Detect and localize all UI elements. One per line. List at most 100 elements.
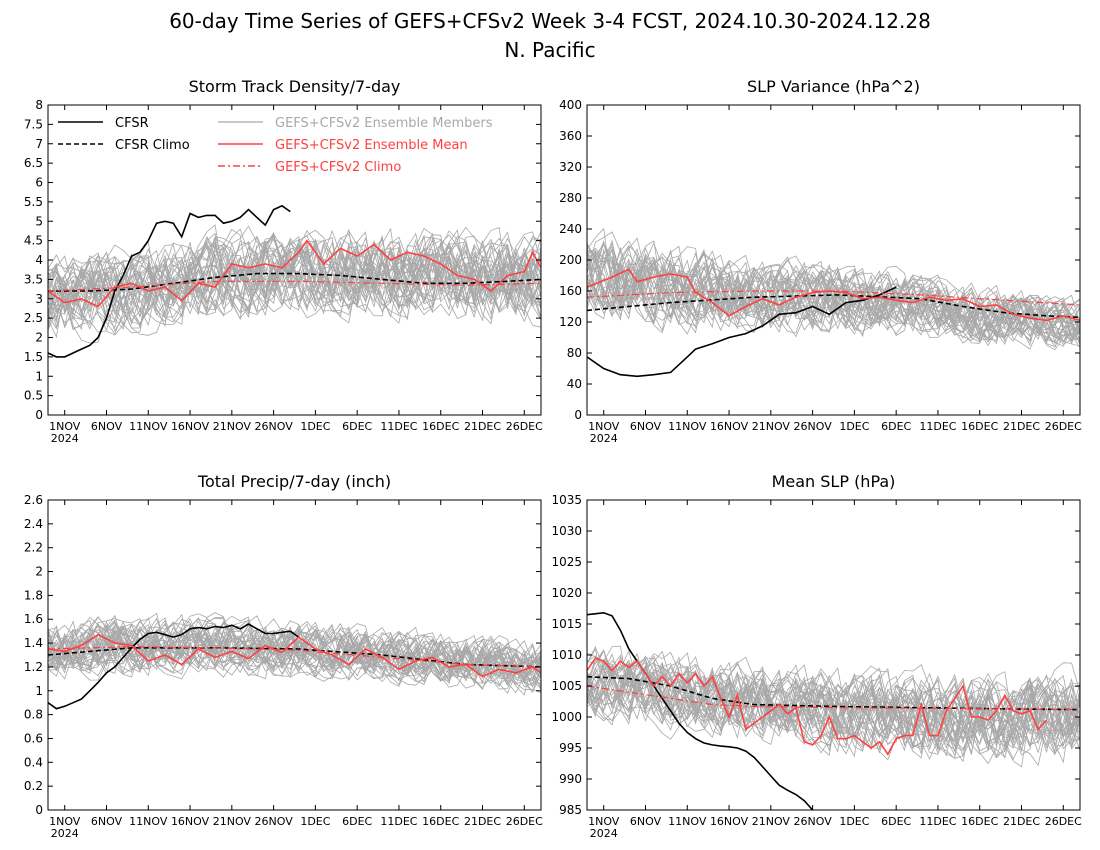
y-tick-label: 280 bbox=[559, 191, 582, 205]
x-tick-label: 26NOV bbox=[794, 420, 833, 433]
y-tick-label: 0.8 bbox=[24, 708, 43, 722]
x-tick-label: 1NOV bbox=[588, 815, 620, 828]
y-tick-label: 0.4 bbox=[24, 755, 43, 769]
x-tick-label: 11DEC bbox=[919, 420, 956, 433]
x-tick-label: 16DEC bbox=[422, 815, 459, 828]
ensemble-members bbox=[587, 227, 1080, 351]
chart-panel-2: SLP Variance (hPa^2) 0 40 80 120 160 200 240 280… bbox=[559, 77, 1082, 445]
member-line bbox=[587, 254, 1080, 348]
y-tick-label: 2 bbox=[35, 565, 43, 579]
y-tick-label: 1005 bbox=[551, 679, 582, 693]
member-line bbox=[48, 236, 541, 330]
member-line bbox=[587, 669, 1080, 753]
x-tick-label: 1DEC bbox=[300, 420, 330, 433]
member-line bbox=[587, 241, 1080, 345]
figure-subtitle: N. Pacific bbox=[504, 38, 595, 62]
x-tick-label: 16DEC bbox=[422, 420, 459, 433]
member-line bbox=[587, 255, 1080, 333]
member-line bbox=[48, 623, 541, 682]
series-line-gefs-cfsv2-climo bbox=[48, 280, 541, 292]
y-tick-label: 320 bbox=[559, 160, 582, 174]
x-tick-label: 6NOV bbox=[91, 815, 123, 828]
y-tick-label: 990 bbox=[559, 772, 582, 786]
x-tick-label: 21NOV bbox=[752, 815, 791, 828]
member-line bbox=[587, 243, 1080, 341]
y-tick-label: 7 bbox=[35, 137, 43, 151]
y-tick-label: 1 bbox=[35, 684, 43, 698]
member-line bbox=[587, 673, 1080, 765]
series-line-gefs-cfsv2-ensemble-mean bbox=[48, 239, 541, 308]
chart-legend: CFSR CFSR Climo GEFS+CFSv2 Ensemble Member… bbox=[58, 116, 493, 175]
x-tick-label: 21DEC bbox=[1003, 420, 1040, 433]
x-tick-label: 1NOV bbox=[49, 815, 81, 828]
x-year-label: 2024 bbox=[51, 432, 79, 445]
x-tick-label: 26NOV bbox=[255, 815, 294, 828]
y-tick-label: 0.5 bbox=[24, 389, 43, 403]
legend-label-members: GEFS+CFSv2 Ensemble Members bbox=[275, 116, 493, 131]
series-line-cfsr bbox=[587, 286, 897, 378]
member-line bbox=[48, 228, 541, 325]
y-tick-label: 1.8 bbox=[24, 588, 43, 602]
member-line bbox=[48, 617, 541, 683]
y-tick-label: 1020 bbox=[551, 586, 582, 600]
series-line-gefs-cfsv2-ensemble-mean bbox=[587, 657, 1048, 756]
y-tick-label: 1.6 bbox=[24, 612, 43, 626]
y-tick-label: 7.5 bbox=[24, 117, 43, 131]
member-line bbox=[587, 647, 1080, 741]
y-tick-label: 1025 bbox=[551, 555, 582, 569]
series-line-cfsr bbox=[48, 623, 300, 710]
y-tick-label: 120 bbox=[559, 315, 582, 329]
ensemble-members bbox=[48, 224, 541, 344]
x-year-label: 2024 bbox=[590, 432, 618, 445]
y-tick-label: 1.5 bbox=[24, 350, 43, 364]
y-tick-label: 995 bbox=[559, 741, 582, 755]
x-tick-label: 16DEC bbox=[961, 815, 998, 828]
chart-panel-4: Mean SLP (hPa) 985 990 995 1000 1005 1010 1015 1… bbox=[551, 472, 1082, 840]
plot-frame bbox=[586, 104, 1081, 416]
y-tick-label: 2 bbox=[35, 331, 43, 345]
x-tick-label: 21NOV bbox=[213, 420, 252, 433]
member-line bbox=[587, 666, 1080, 761]
x-tick-label: 6DEC bbox=[881, 815, 911, 828]
x-tick-label: 6DEC bbox=[342, 420, 372, 433]
member-line bbox=[48, 232, 541, 332]
x-tick-label: 11NOV bbox=[668, 815, 707, 828]
x-tick-label: 11DEC bbox=[380, 420, 417, 433]
x-tick-label: 26DEC bbox=[506, 420, 543, 433]
member-line bbox=[48, 612, 541, 677]
y-tick-label: 3 bbox=[35, 292, 43, 306]
ensemble-members bbox=[587, 645, 1080, 768]
legend-label-cfsr: CFSR bbox=[115, 116, 149, 131]
y-tick-label: 2.2 bbox=[24, 541, 43, 555]
x-tick-label: 16NOV bbox=[710, 815, 749, 828]
member-line bbox=[48, 228, 541, 330]
y-tick-label: 1000 bbox=[551, 710, 582, 724]
x-tick-label: 1DEC bbox=[300, 815, 330, 828]
y-tick-label: 1.4 bbox=[24, 636, 43, 650]
x-tick-label: 1DEC bbox=[839, 420, 869, 433]
member-line bbox=[48, 623, 541, 688]
y-tick-label: 985 bbox=[559, 803, 582, 817]
member-line bbox=[48, 236, 541, 325]
panel-title: SLP Variance (hPa^2) bbox=[747, 77, 920, 96]
member-line bbox=[587, 242, 1080, 348]
x-tick-label: 16DEC bbox=[961, 420, 998, 433]
legend-label-cfsr-climo: CFSR Climo bbox=[115, 138, 190, 153]
x-year-label: 2024 bbox=[590, 827, 618, 840]
x-tick-label: 26NOV bbox=[794, 815, 833, 828]
member-line bbox=[48, 620, 541, 689]
y-tick-label: 2.4 bbox=[24, 517, 43, 531]
y-tick-label: 360 bbox=[559, 129, 582, 143]
y-tick-label: 0.6 bbox=[24, 731, 43, 745]
x-tick-label: 1NOV bbox=[588, 420, 620, 433]
x-tick-label: 26DEC bbox=[1045, 815, 1082, 828]
y-tick-label: 0 bbox=[35, 803, 43, 817]
y-tick-label: 1030 bbox=[551, 524, 582, 538]
member-line bbox=[587, 669, 1080, 760]
y-tick-label: 1035 bbox=[551, 493, 582, 507]
x-tick-label: 11NOV bbox=[129, 815, 168, 828]
y-tick-label: 1010 bbox=[551, 648, 582, 662]
x-tick-label: 11NOV bbox=[129, 420, 168, 433]
member-line bbox=[48, 618, 541, 686]
member-line bbox=[587, 249, 1080, 347]
